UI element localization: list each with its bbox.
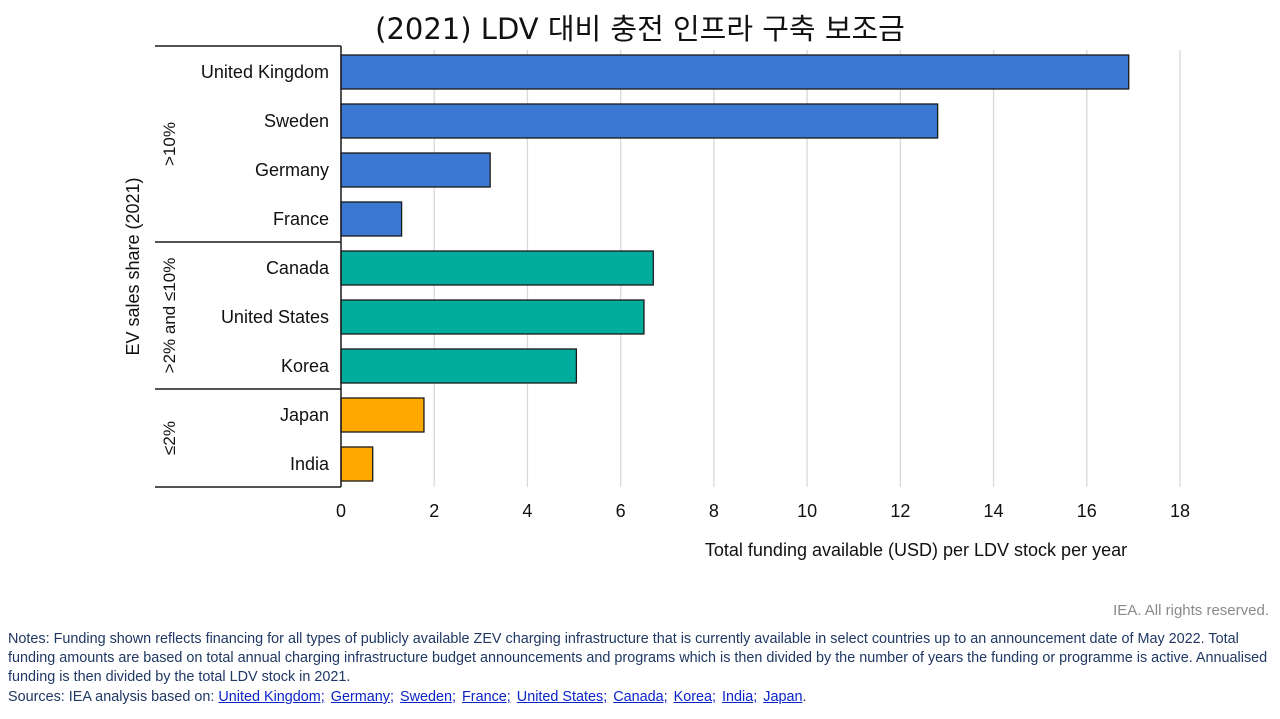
source-link-india[interactable]: India; — [722, 689, 758, 705]
category-label-germany: Germany — [255, 160, 329, 180]
bar-germany — [340, 152, 491, 188]
x-tick-label-18: 18 — [1170, 501, 1190, 521]
source-link-japan[interactable]: Japan — [763, 689, 803, 705]
chart-notes: Notes: Funding shown reflects financing … — [8, 631, 1268, 685]
source-link-korea[interactable]: Korea; — [673, 689, 717, 705]
y-axis-title: EV sales share (2021) — [123, 177, 143, 355]
x-tick-label-0: 0 — [336, 501, 346, 521]
category-label-united-kingdom: United Kingdom — [201, 62, 329, 82]
category-label-korea: Korea — [281, 356, 330, 376]
chart: United Kingdom Sweden Germany France Canada U… — [123, 45, 1190, 560]
group-label-2: ≤2% — [160, 421, 179, 455]
copyright-credit: IEA. All rights reserved. — [1113, 602, 1269, 619]
category-label-india: India — [290, 454, 330, 474]
source-link-united-states[interactable]: United States; — [516, 689, 608, 705]
chart-title: (2021) LDV 대비 충전 인프라 구축 보조금 — [375, 12, 905, 46]
bar-united-states — [340, 299, 645, 335]
source-link-united-kingdom[interactable]: United Kingdom; — [218, 689, 325, 705]
x-tick-label-12: 12 — [890, 501, 910, 521]
bar-japan — [340, 397, 425, 433]
category-label-united-states: United States — [221, 307, 329, 327]
chart-sources: Sources: IEA analysis based on: United K… — [8, 688, 1274, 707]
category-label-canada: Canada — [266, 258, 330, 278]
sources-prefix: Sources: IEA analysis based on: — [8, 689, 219, 705]
bar-korea — [340, 348, 578, 384]
group-label-1: >2% and ≤10% — [160, 258, 179, 374]
category-label-sweden: Sweden — [264, 111, 329, 131]
source-link-france[interactable]: France; — [462, 689, 511, 705]
x-tick-label-16: 16 — [1077, 501, 1097, 521]
bar-canada — [340, 250, 654, 286]
x-axis-title: Total funding available (USD) per LDV st… — [705, 540, 1127, 560]
bar-india — [340, 446, 374, 482]
sources-suffix: . — [802, 689, 807, 705]
category-label-france: France — [273, 209, 329, 229]
x-tick-label-8: 8 — [709, 501, 719, 521]
category-label-japan: Japan — [280, 405, 329, 425]
x-tick-label-2: 2 — [429, 501, 439, 521]
bar-united-kingdom — [340, 54, 1130, 90]
x-tick-label-14: 14 — [984, 501, 1004, 521]
bar-france — [340, 201, 403, 237]
source-link-germany[interactable]: Germany; — [330, 689, 394, 705]
x-tick-label-10: 10 — [797, 501, 817, 521]
source-link-canada[interactable]: Canada; — [613, 689, 668, 705]
x-tick-label-6: 6 — [616, 501, 626, 521]
group-label-0: >10% — [160, 122, 179, 166]
bar-sweden — [340, 103, 939, 139]
x-tick-label-4: 4 — [522, 501, 532, 521]
source-link-sweden[interactable]: Sweden; — [399, 689, 456, 705]
